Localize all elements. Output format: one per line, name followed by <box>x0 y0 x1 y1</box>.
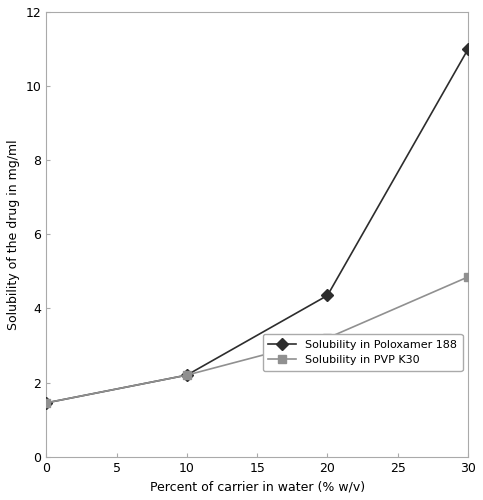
Line: Solubility in PVP K30: Solubility in PVP K30 <box>42 272 472 407</box>
Solubility in Poloxamer 188 <box>43 400 49 406</box>
Legend: Solubility in Poloxamer 188, Solubility in PVP K30: Solubility in Poloxamer 188, Solubility … <box>263 334 463 371</box>
X-axis label: Percent of carrier in water (% w/v): Percent of carrier in water (% w/v) <box>150 480 365 493</box>
Solubility in PVP K30 <box>325 335 330 341</box>
Line: Solubility in Poloxamer 188: Solubility in Poloxamer 188 <box>42 45 472 407</box>
Solubility in Poloxamer 188 <box>325 292 330 298</box>
Solubility in PVP K30 <box>43 400 49 406</box>
Solubility in PVP K30 <box>184 372 190 378</box>
Y-axis label: Solubility of the drug in mg/ml: Solubility of the drug in mg/ml <box>7 139 20 330</box>
Solubility in Poloxamer 188 <box>465 46 471 52</box>
Solubility in PVP K30 <box>465 274 471 280</box>
Solubility in Poloxamer 188 <box>184 372 190 378</box>
